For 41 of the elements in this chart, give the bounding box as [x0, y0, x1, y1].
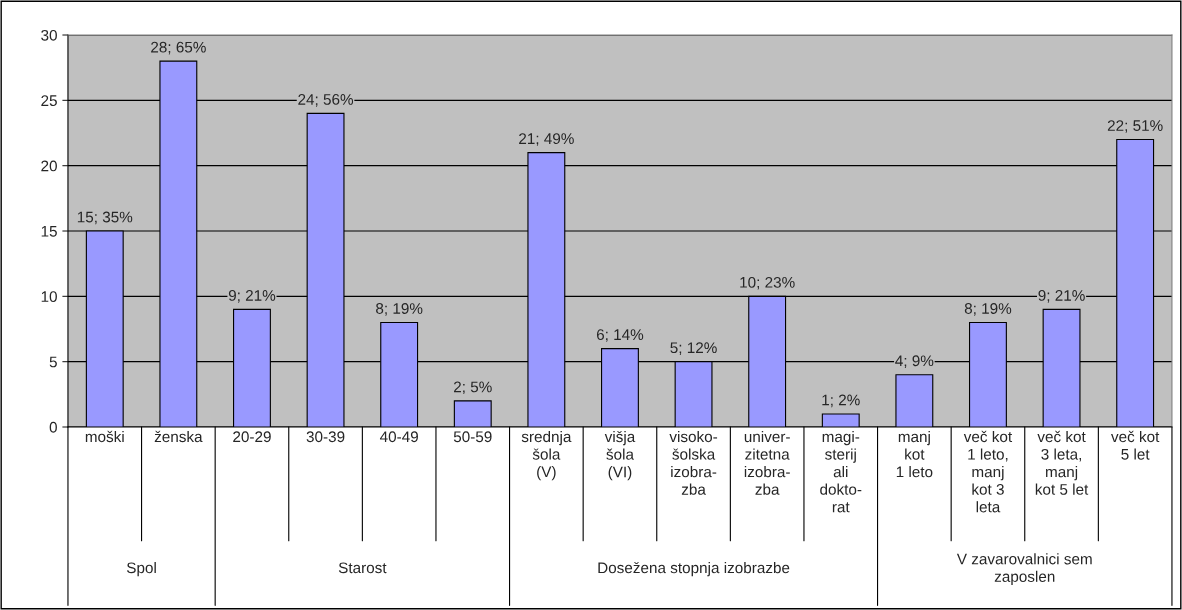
x-tick-label: srednja šola (V)	[521, 430, 572, 481]
data-label: 1; 2%	[822, 394, 860, 408]
x-tick-label: manj kot 1 leto	[896, 430, 933, 478]
y-tick-label: 0	[49, 421, 57, 433]
data-label: 21; 49%	[519, 133, 574, 146]
x-tick-label: več kot 5 let	[1111, 430, 1160, 460]
text: Starost	[338, 562, 387, 574]
text: Spol	[126, 561, 156, 577]
x-tick-label: ženska	[154, 430, 203, 443]
y-tick-label: 10	[41, 291, 57, 303]
data-label: 10; 23%	[740, 276, 795, 290]
y-tick-label: 25	[41, 95, 57, 107]
data-label: 24; 56%	[298, 94, 354, 107]
x-tick-label: višja šola (VI)	[604, 430, 636, 481]
y-tick-label: 30	[41, 29, 57, 41]
y-tick-label: 5	[49, 356, 57, 368]
x-tick-label: več kot 3 leta, manj kot 5 let	[1035, 430, 1089, 495]
data-label: 9; 21%	[228, 290, 276, 303]
x-tick-label: moški	[85, 430, 124, 443]
x-tick-label: 50-59	[453, 431, 492, 443]
data-label: 22; 51%	[1107, 120, 1163, 133]
text: Dosežena stopnja izobrazbe	[598, 561, 790, 577]
data-label: 8; 19%	[376, 303, 423, 316]
data-label: 15; 35%	[77, 211, 133, 225]
data-label: 28; 65%	[151, 41, 206, 55]
data-label: 6; 14%	[596, 329, 644, 342]
data-label: 2; 5%	[454, 381, 492, 395]
y-tick-label: 20	[41, 160, 57, 172]
x-tick-label: 20-29	[233, 431, 271, 443]
x-tick-label: magi- sterij ali dokto- rat	[820, 430, 862, 513]
y-tick-label: 15	[41, 226, 57, 237]
x-tick-label: univer- zitetna izobra- zba	[744, 430, 790, 495]
x-tick-label: 30-39	[306, 431, 345, 443]
text: V zavarovalnici sem zaposlen	[956, 553, 1092, 585]
data-label: 8; 19%	[964, 303, 1012, 316]
x-tick-label: 40-49	[379, 431, 418, 443]
data-label: 5; 12%	[670, 342, 717, 355]
data-label: 4; 9%	[895, 355, 934, 368]
x-tick-label: več kot 1 leto, manj kot 3 leta	[963, 430, 1013, 513]
data-label: 9; 21%	[1038, 290, 1085, 303]
x-tick-label: visoko- šolska izobra- zba	[669, 430, 718, 495]
